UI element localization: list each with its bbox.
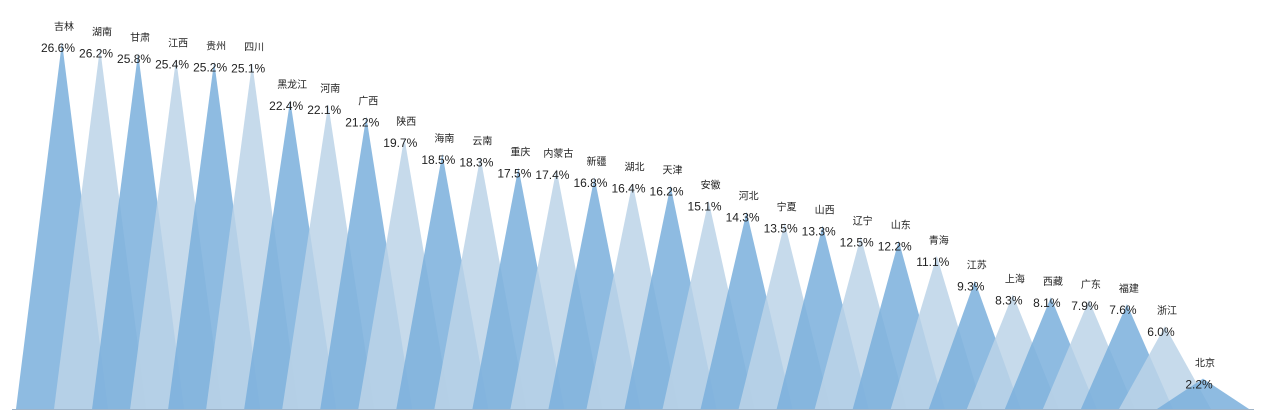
value-label: 19.7% — [383, 136, 417, 150]
value-label: 18.5% — [421, 153, 455, 167]
value-label: 22.1% — [307, 103, 341, 117]
value-label: 14.3% — [726, 211, 760, 225]
triangle-bar — [1157, 378, 1249, 409]
chart-labels: 26.6% 吉林 26.2% 湖南 25.8% 甘肃 25.4% 江西 25.2% 贵州 25.1%… — [41, 20, 1215, 392]
value-label: 25.4% — [155, 58, 189, 72]
category-label: 重庆 — [510, 146, 530, 159]
category-label: 广西 — [358, 96, 378, 108]
value-label: 13.3% — [802, 225, 836, 239]
category-label: 西藏 — [1043, 276, 1063, 288]
category-label: 内蒙古 — [543, 147, 573, 160]
category-label: 宁夏 — [777, 201, 797, 214]
value-label: 25.8% — [117, 52, 151, 66]
value-label: 25.1% — [231, 62, 265, 76]
value-label: 7.6% — [1109, 303, 1137, 317]
category-label: 河北 — [739, 191, 759, 203]
category-label: 江西 — [168, 38, 188, 50]
category-label: 上海 — [1005, 272, 1025, 285]
value-label: 11.1% — [916, 255, 949, 269]
category-label: 江苏 — [967, 259, 987, 272]
value-label: 2.2% — [1185, 378, 1213, 392]
category-label: 广东 — [1081, 278, 1101, 291]
value-label: 7.9% — [1071, 299, 1099, 313]
value-label: 8.3% — [995, 293, 1023, 307]
category-label: 甘肃 — [130, 31, 150, 44]
category-label: 吉林 — [54, 20, 74, 33]
value-label: 17.4% — [535, 168, 569, 182]
category-label: 新疆 — [586, 155, 606, 168]
value-label: 18.3% — [459, 156, 493, 170]
value-label: 26.6% — [41, 41, 75, 55]
value-label: 6.0% — [1147, 325, 1175, 339]
category-label: 黑龙江 — [277, 78, 307, 91]
category-label: 北京 — [1195, 357, 1215, 370]
value-label: 17.5% — [497, 167, 531, 181]
value-label: 16.2% — [650, 184, 684, 198]
value-label: 25.2% — [193, 60, 227, 74]
value-label: 15.1% — [688, 200, 722, 214]
chart-marks — [16, 42, 1249, 410]
category-label: 浙江 — [1157, 305, 1177, 317]
category-label: 四川 — [244, 43, 264, 54]
category-label: 湖北 — [625, 162, 645, 174]
category-label: 天津 — [663, 164, 683, 176]
category-label: 辽宁 — [853, 215, 873, 228]
category-label: 山西 — [815, 205, 835, 217]
value-label: 26.2% — [79, 47, 113, 61]
value-label: 13.5% — [764, 222, 798, 236]
category-label: 河南 — [320, 82, 340, 95]
value-label: 12.5% — [840, 236, 874, 250]
triangle-bar — [1118, 326, 1211, 409]
category-label: 陕西 — [396, 115, 416, 128]
value-label: 16.4% — [611, 182, 645, 196]
value-label: 21.2% — [345, 116, 379, 130]
value-label: 9.3% — [957, 280, 985, 294]
category-label: 海南 — [434, 132, 454, 145]
category-label: 青海 — [929, 234, 949, 247]
value-label: 16.8% — [573, 176, 607, 190]
category-label: 山东 — [891, 219, 911, 232]
value-label: 22.4% — [269, 99, 303, 113]
value-label: 12.2% — [878, 240, 912, 254]
category-label: 贵州 — [206, 39, 226, 52]
value-label: 8.1% — [1033, 296, 1061, 310]
category-label: 湖南 — [92, 26, 112, 39]
category-label: 福建 — [1119, 282, 1139, 295]
category-label: 安徽 — [701, 179, 721, 192]
category-label: 云南 — [472, 135, 492, 148]
